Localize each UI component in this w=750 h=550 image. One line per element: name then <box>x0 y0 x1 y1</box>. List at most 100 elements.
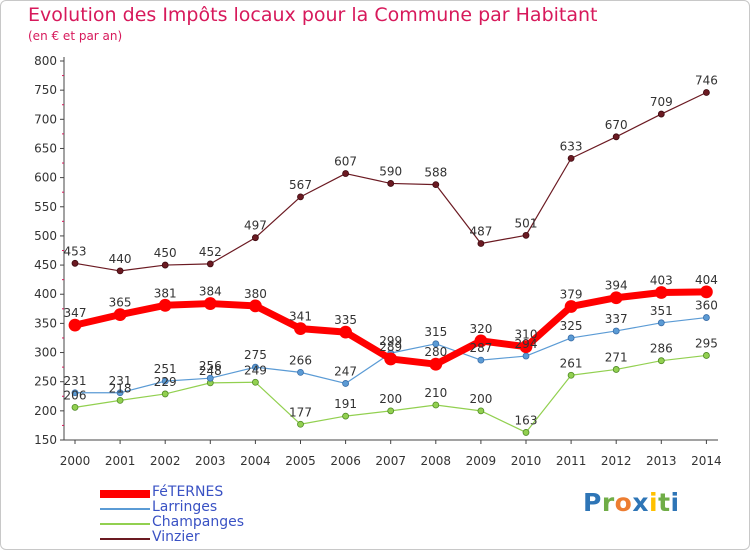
data-label-vinzier: 633 <box>560 139 583 153</box>
data-point-larringes <box>703 314 710 321</box>
data-label-vinzier: 670 <box>605 118 628 132</box>
data-label-champanges: 177 <box>289 405 312 419</box>
data-label-champanges: 249 <box>244 363 267 377</box>
data-point-champanges <box>567 371 575 379</box>
data-point-fternes <box>384 352 398 366</box>
data-point-vinzier <box>251 234 259 242</box>
data-label-fternes: 341 <box>289 310 312 324</box>
data-label-champanges: 218 <box>109 381 132 395</box>
data-label-vinzier: 746 <box>695 73 718 87</box>
data-label-vinzier: 452 <box>199 245 222 259</box>
legend-label-champanges: Champanges <box>152 514 244 530</box>
data-point-champanges <box>342 412 350 420</box>
data-point-larringes <box>342 380 350 387</box>
x-tick-label: 2003 <box>195 454 226 468</box>
data-label-vinzier: 453 <box>64 244 87 258</box>
data-point-vinzier <box>477 240 485 247</box>
data-label-vinzier: 487 <box>469 225 492 239</box>
data-point-champanges <box>251 378 259 386</box>
data-point-larringes <box>477 356 485 364</box>
data-label-champanges: 191 <box>334 397 357 411</box>
data-label-larringes: 287 <box>469 341 492 355</box>
data-label-larringes: 231 <box>64 374 87 388</box>
y-tick-label: 200 <box>34 404 57 418</box>
y-tick-label: 300 <box>34 346 57 360</box>
data-label-fternes: 379 <box>560 287 583 301</box>
data-label-larringes: 351 <box>650 304 673 318</box>
data-label-fternes: 289 <box>379 340 402 354</box>
data-label-larringes: 266 <box>289 353 312 367</box>
data-label-champanges: 229 <box>154 375 177 389</box>
y-tick-label: 800 <box>34 54 57 68</box>
data-label-vinzier: 450 <box>154 246 177 260</box>
data-point-vinzier <box>342 170 350 177</box>
data-label-champanges: 200 <box>379 392 402 406</box>
data-point-larringes <box>71 389 79 397</box>
data-point-vinzier <box>432 181 440 189</box>
data-point-vinzier <box>206 260 214 268</box>
data-point-vinzier <box>161 261 169 269</box>
data-point-fternes <box>113 308 127 322</box>
x-tick-label: 2013 <box>646 454 677 468</box>
data-label-fternes: 310 <box>515 328 538 342</box>
x-tick-label: 2014 <box>691 454 722 468</box>
data-label-champanges: 295 <box>695 336 718 350</box>
data-point-vinzier <box>116 267 124 275</box>
data-point-champanges <box>657 357 665 365</box>
data-label-vinzier: 607 <box>334 155 357 169</box>
data-label-fternes: 320 <box>469 322 492 336</box>
data-point-larringes <box>522 352 530 360</box>
data-point-champanges <box>522 429 530 436</box>
data-label-larringes: 337 <box>605 312 628 326</box>
data-point-champanges <box>297 420 304 428</box>
chart-title: Evolution des Impôts locaux pour la Comm… <box>28 4 598 26</box>
logo-letter: o <box>614 488 633 517</box>
proxiti-logo: Proxiti <box>583 488 680 517</box>
data-label-fternes: 384 <box>199 285 222 299</box>
data-label-larringes: 251 <box>154 362 177 376</box>
data-label-champanges: 261 <box>560 356 583 370</box>
data-point-fternes <box>609 291 623 305</box>
data-point-champanges <box>161 390 169 398</box>
data-label-vinzier: 590 <box>379 164 402 178</box>
data-label-fternes: 404 <box>695 273 718 287</box>
y-tick-label: 500 <box>34 229 57 243</box>
data-label-fternes: 394 <box>605 279 628 293</box>
y-tick-label: 650 <box>34 141 57 155</box>
x-tick-label: 2012 <box>601 454 632 468</box>
data-label-fternes: 335 <box>334 313 357 327</box>
y-tick-label: 250 <box>34 375 57 389</box>
data-label-larringes: 256 <box>199 359 222 373</box>
x-tick-label: 2000 <box>60 454 91 468</box>
logo-letter: i <box>649 488 659 517</box>
logo-letter: x <box>632 488 649 517</box>
legend-label-feternes: FéTERNES <box>152 484 224 500</box>
data-point-vinzier <box>387 180 395 187</box>
y-tick-label: 700 <box>34 112 57 126</box>
data-point-fternes <box>654 286 668 299</box>
data-label-fternes: 347 <box>64 306 87 320</box>
y-tick-label: 400 <box>34 287 57 301</box>
data-point-fternes <box>339 325 353 339</box>
x-tick-label: 2004 <box>240 454 271 468</box>
data-point-fternes <box>700 285 713 299</box>
legend-swatch-champanges <box>100 523 150 525</box>
data-label-fternes: 365 <box>109 296 132 310</box>
data-label-larringes: 231 <box>109 374 132 388</box>
data-label-champanges: 248 <box>199 364 222 378</box>
data-point-champanges <box>387 407 395 415</box>
data-point-larringes <box>567 334 575 342</box>
data-point-larringes <box>432 340 440 348</box>
data-point-larringes <box>161 377 169 385</box>
x-tick-label: 2005 <box>285 454 316 468</box>
data-point-fternes <box>68 318 82 332</box>
legend-swatch-vinzier <box>100 538 150 540</box>
data-point-fternes <box>158 298 172 312</box>
data-label-vinzier: 567 <box>289 178 312 192</box>
data-point-champanges <box>71 403 79 411</box>
data-point-larringes <box>297 368 304 376</box>
legend-swatch-feternes <box>100 490 150 498</box>
data-label-vinzier: 709 <box>650 95 673 109</box>
logo-letter: i <box>670 488 680 517</box>
